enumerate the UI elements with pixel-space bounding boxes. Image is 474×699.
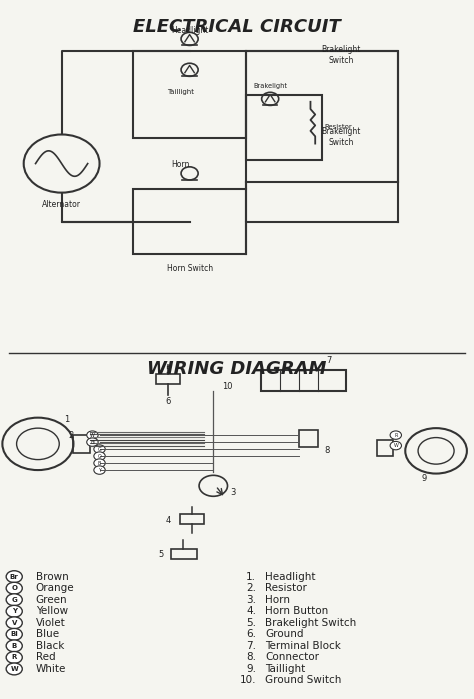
Text: Y: Y bbox=[12, 608, 17, 614]
Bar bbox=[261, 370, 346, 391]
Text: Horn Button: Horn Button bbox=[265, 606, 328, 617]
Circle shape bbox=[6, 628, 22, 640]
Text: 10.: 10. bbox=[239, 675, 256, 686]
Text: Alternator: Alternator bbox=[42, 200, 81, 209]
Bar bbox=[73, 435, 90, 453]
Text: Resistor: Resistor bbox=[265, 583, 307, 593]
Text: 8: 8 bbox=[325, 447, 330, 455]
Circle shape bbox=[390, 431, 401, 440]
Text: Ground Switch: Ground Switch bbox=[265, 675, 342, 686]
Text: O: O bbox=[11, 585, 17, 591]
Text: 6: 6 bbox=[165, 396, 171, 405]
Circle shape bbox=[94, 466, 105, 474]
Text: White: White bbox=[36, 664, 66, 674]
Circle shape bbox=[6, 570, 22, 583]
Text: Bl: Bl bbox=[90, 440, 95, 445]
Text: B: B bbox=[98, 461, 101, 466]
Text: V: V bbox=[11, 620, 17, 626]
Circle shape bbox=[6, 651, 22, 663]
Circle shape bbox=[6, 593, 22, 605]
Text: Brakelight: Brakelight bbox=[253, 83, 287, 89]
Circle shape bbox=[87, 431, 98, 440]
Text: 10: 10 bbox=[222, 382, 233, 391]
Bar bbox=[246, 51, 398, 182]
Bar bbox=[299, 430, 318, 447]
Text: 7.: 7. bbox=[246, 641, 256, 651]
Text: O: O bbox=[98, 454, 101, 459]
Text: WIRING DIAGRAM: WIRING DIAGRAM bbox=[147, 360, 327, 378]
Bar bbox=[377, 440, 393, 456]
Text: Brakelight Switch: Brakelight Switch bbox=[265, 618, 357, 628]
Text: 4: 4 bbox=[165, 517, 171, 525]
Bar bbox=[133, 189, 246, 254]
Text: Brakelight
Switch: Brakelight Switch bbox=[321, 127, 361, 147]
Text: ELECTRICAL CIRCUIT: ELECTRICAL CIRCUIT bbox=[133, 18, 341, 36]
Text: 1.: 1. bbox=[246, 572, 256, 582]
Text: Brown: Brown bbox=[36, 572, 68, 582]
Bar bbox=[171, 549, 197, 559]
Circle shape bbox=[6, 640, 22, 651]
Text: G: G bbox=[98, 447, 101, 452]
Text: 5.: 5. bbox=[246, 618, 256, 628]
Text: Red: Red bbox=[36, 652, 55, 663]
Text: Horn Switch: Horn Switch bbox=[166, 264, 213, 273]
Text: W: W bbox=[90, 433, 95, 438]
Circle shape bbox=[94, 459, 105, 467]
Text: G: G bbox=[11, 597, 17, 603]
Text: 7: 7 bbox=[327, 356, 332, 365]
Text: Bl: Bl bbox=[10, 631, 18, 637]
Text: Violet: Violet bbox=[36, 618, 65, 628]
Text: Orange: Orange bbox=[36, 583, 74, 593]
Text: 2: 2 bbox=[69, 431, 74, 440]
Circle shape bbox=[87, 438, 98, 447]
Text: 2.: 2. bbox=[246, 583, 256, 593]
Text: 9: 9 bbox=[421, 474, 427, 482]
Text: 6.: 6. bbox=[246, 629, 256, 640]
Text: R: R bbox=[11, 654, 17, 661]
Text: Horn: Horn bbox=[171, 160, 189, 169]
Text: Green: Green bbox=[36, 595, 67, 605]
Text: W: W bbox=[10, 666, 18, 672]
Text: Ground: Ground bbox=[265, 629, 304, 640]
Bar bbox=[156, 374, 180, 384]
Text: B: B bbox=[11, 643, 17, 649]
Text: 4.: 4. bbox=[246, 606, 256, 617]
Text: R: R bbox=[394, 433, 398, 438]
Text: Y: Y bbox=[98, 468, 101, 473]
Text: Headlight: Headlight bbox=[265, 572, 316, 582]
Text: Taillight: Taillight bbox=[167, 89, 193, 95]
Text: 9.: 9. bbox=[246, 664, 256, 674]
Text: 5: 5 bbox=[165, 366, 171, 375]
Circle shape bbox=[390, 442, 401, 450]
Circle shape bbox=[94, 452, 105, 460]
Text: Headlight: Headlight bbox=[171, 26, 208, 34]
Bar bbox=[133, 51, 246, 138]
Circle shape bbox=[6, 605, 22, 617]
Text: Brakelight
Switch: Brakelight Switch bbox=[321, 45, 361, 65]
Circle shape bbox=[6, 617, 22, 629]
Text: Blue: Blue bbox=[36, 629, 59, 640]
Text: 3.: 3. bbox=[246, 595, 256, 605]
Text: Black: Black bbox=[36, 641, 64, 651]
Text: 3: 3 bbox=[230, 489, 235, 497]
Text: Yellow: Yellow bbox=[36, 606, 68, 617]
Text: Br: Br bbox=[10, 574, 18, 579]
Circle shape bbox=[94, 445, 105, 453]
Text: Terminal Block: Terminal Block bbox=[265, 641, 341, 651]
Circle shape bbox=[6, 663, 22, 675]
Bar bbox=[246, 94, 322, 160]
Text: Taillight: Taillight bbox=[265, 664, 306, 674]
Text: 1: 1 bbox=[64, 415, 69, 424]
Text: Horn: Horn bbox=[265, 595, 291, 605]
Text: Resistor: Resistor bbox=[325, 124, 353, 130]
Text: 5: 5 bbox=[158, 550, 164, 559]
Bar bbox=[180, 514, 204, 524]
Text: Connector: Connector bbox=[265, 652, 319, 663]
Text: 8.: 8. bbox=[246, 652, 256, 663]
Text: W: W bbox=[393, 443, 398, 448]
Circle shape bbox=[6, 582, 22, 594]
